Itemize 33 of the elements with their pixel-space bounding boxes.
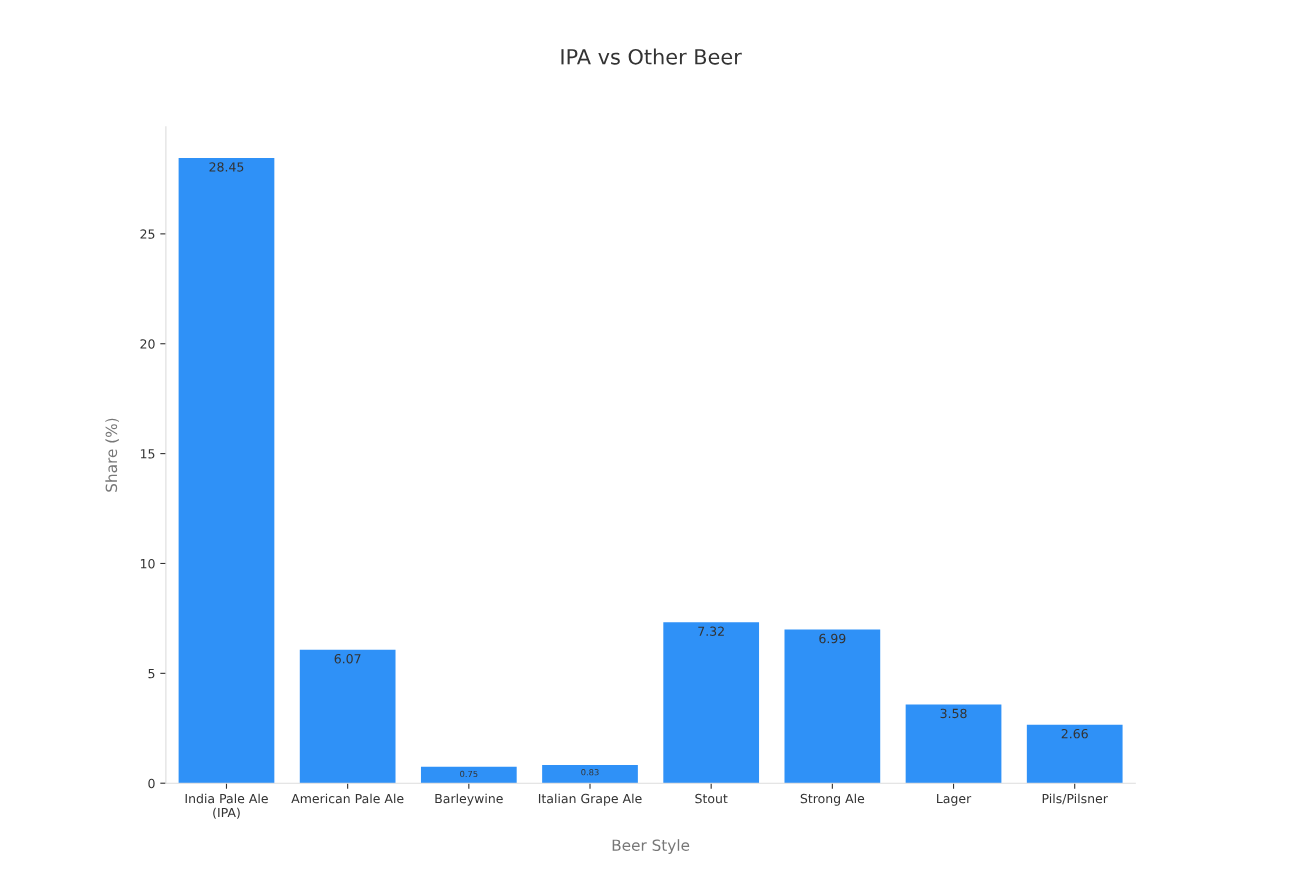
x-tick-label: Stout [695,793,728,804]
x-tick-label: Italian Grape Ale [538,793,642,806]
data-label: 3.58 [940,708,967,719]
bar [420,766,517,784]
x-axis-title: Beer Style [612,839,690,854]
y-axis-title: Share (%) [105,418,119,492]
y-tick-label: 10 [140,558,155,569]
y-tick-label: 25 [140,229,155,239]
bar [905,704,1002,784]
x-tick-label: Lager [937,794,972,806]
y-tick-label: 0 [148,778,155,789]
data-label: 0.75 [460,770,478,778]
data-label: 2.66 [1061,728,1088,739]
bar [299,649,396,784]
x-tick-label: India Pale Ale (IPA) [185,793,268,819]
x-tick-label: Strong Ale [800,793,865,806]
data-label: 7.32 [698,626,724,636]
x-tick-label: American Pale Ale [291,793,404,804]
bar [178,158,275,784]
x-tick-label: Pils/Pilsner [1042,793,1108,805]
y-tick-label: 5 [148,668,155,679]
bar [784,629,881,784]
y-tick-label: 20 [140,339,155,349]
bar [1026,724,1123,784]
bar [663,622,760,784]
data-label: 6.99 [819,633,846,644]
data-label: 28.45 [209,162,244,172]
data-label: 0.83 [581,769,599,776]
data-label: 6.07 [334,653,361,664]
bar [542,764,638,784]
y-tick-label: 15 [140,449,155,459]
x-tick-label: Barleywine [435,793,503,806]
chart-title: IPA vs Other Beer [561,48,742,65]
